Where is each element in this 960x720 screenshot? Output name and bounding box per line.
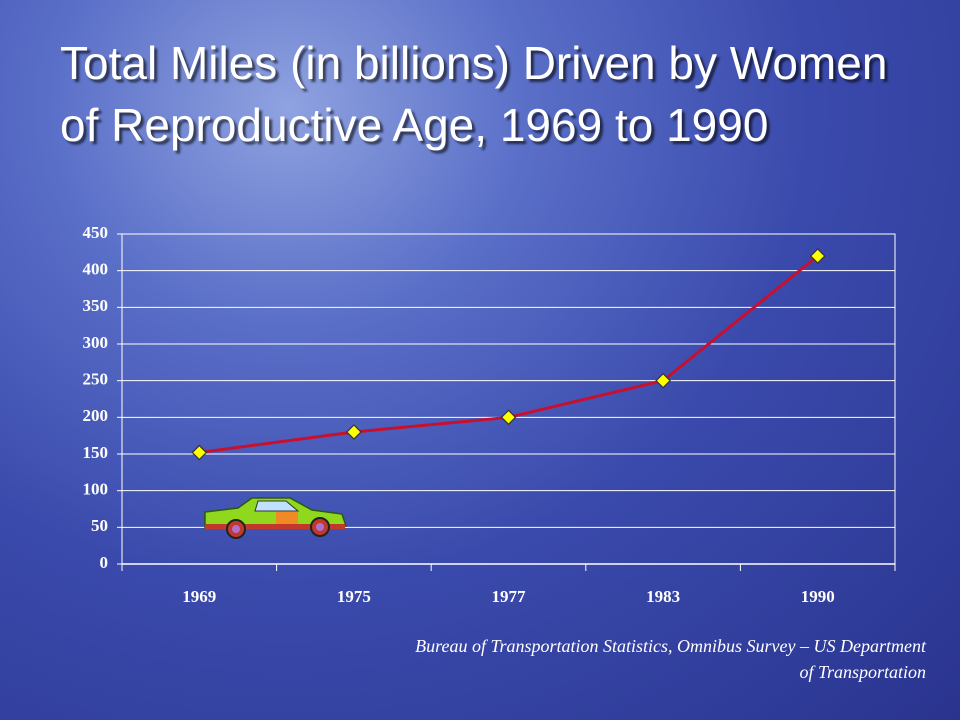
y-tick-label: 400	[83, 260, 109, 279]
source-note: Bureau of Transportation Statistics, Omn…	[415, 636, 926, 682]
car-icon	[204, 497, 348, 539]
data-point	[346, 424, 362, 440]
x-tick-label: 1975	[337, 587, 371, 606]
y-tick-label: 300	[83, 333, 109, 352]
data-point	[500, 409, 517, 426]
y-tick-label: 250	[83, 370, 109, 389]
x-tick-label: 1977	[492, 587, 527, 606]
y-tick-label: 450	[83, 223, 109, 242]
y-tick-label: 50	[91, 516, 108, 535]
y-tick-label: 150	[83, 443, 109, 462]
y-tick-label: 100	[83, 480, 109, 499]
y-tick-label: 350	[83, 296, 109, 315]
data-point	[809, 248, 826, 264]
chart-title: Total Miles (in billions) Driven by Wome…	[60, 37, 888, 151]
y-tick-label: 0	[100, 553, 109, 572]
y-tick-label: 200	[83, 406, 109, 425]
data-point	[655, 372, 671, 389]
x-tick-label: 1969	[182, 587, 216, 606]
x-tick-label: 1990	[801, 587, 835, 606]
data-point	[191, 444, 208, 461]
x-tick-label: 1983	[646, 587, 680, 606]
